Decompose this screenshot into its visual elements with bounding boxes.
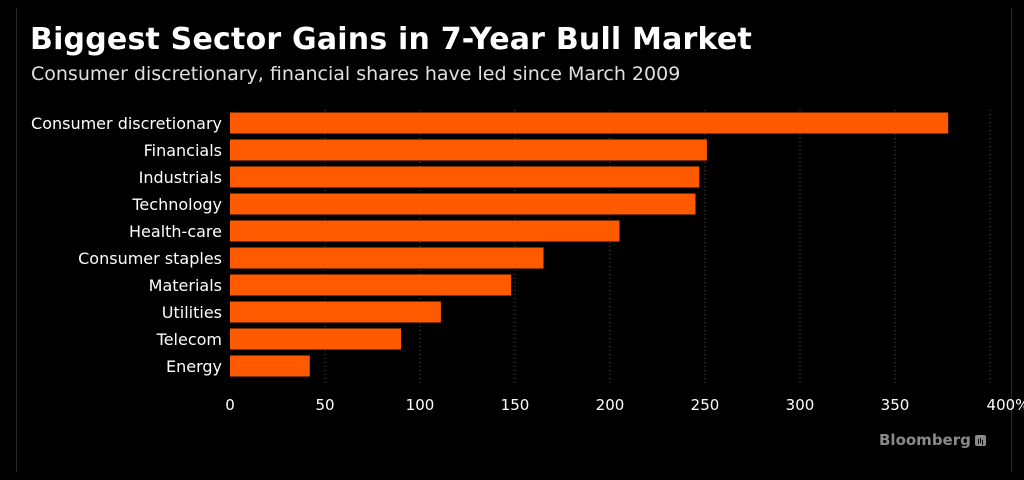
category-label: Materials — [149, 276, 222, 295]
category-label: Energy — [166, 357, 222, 376]
category-label: Telecom — [156, 330, 222, 349]
category-label: Consumer discretionary — [31, 114, 222, 133]
chart-subtitle: Consumer discretionary, financial shares… — [31, 63, 681, 85]
category-label: Industrials — [139, 168, 222, 187]
bar — [230, 274, 512, 296]
brand-logo: Bloomberg — [879, 431, 986, 449]
x-tick-label: 100 — [406, 396, 435, 414]
brand-name: Bloomberg — [879, 431, 971, 449]
category-label: Utilities — [162, 303, 222, 322]
x-tick-label: 150 — [501, 396, 530, 414]
x-tick-label: 400% — [987, 396, 1024, 414]
category-label: Financials — [144, 141, 222, 160]
x-tick-label: 200 — [596, 396, 625, 414]
category-label: Health-care — [129, 222, 222, 241]
x-tick-label: 0 — [225, 396, 235, 414]
bar — [230, 112, 949, 134]
chart-icon — [974, 434, 986, 446]
x-tick-label: 250 — [691, 396, 720, 414]
bar — [230, 328, 401, 350]
bar — [230, 247, 544, 269]
category-label: Consumer staples — [78, 249, 222, 268]
bar — [230, 355, 310, 377]
x-tick-label: 350 — [881, 396, 910, 414]
bar — [230, 301, 441, 323]
category-label: Technology — [131, 195, 222, 214]
bar — [230, 166, 700, 188]
bar — [230, 220, 620, 242]
bar — [230, 139, 707, 161]
chart-title: Biggest Sector Gains in 7-Year Bull Mark… — [30, 22, 752, 57]
x-tick-label: 50 — [315, 396, 334, 414]
bar — [230, 193, 696, 215]
x-tick-label: 300 — [786, 396, 815, 414]
